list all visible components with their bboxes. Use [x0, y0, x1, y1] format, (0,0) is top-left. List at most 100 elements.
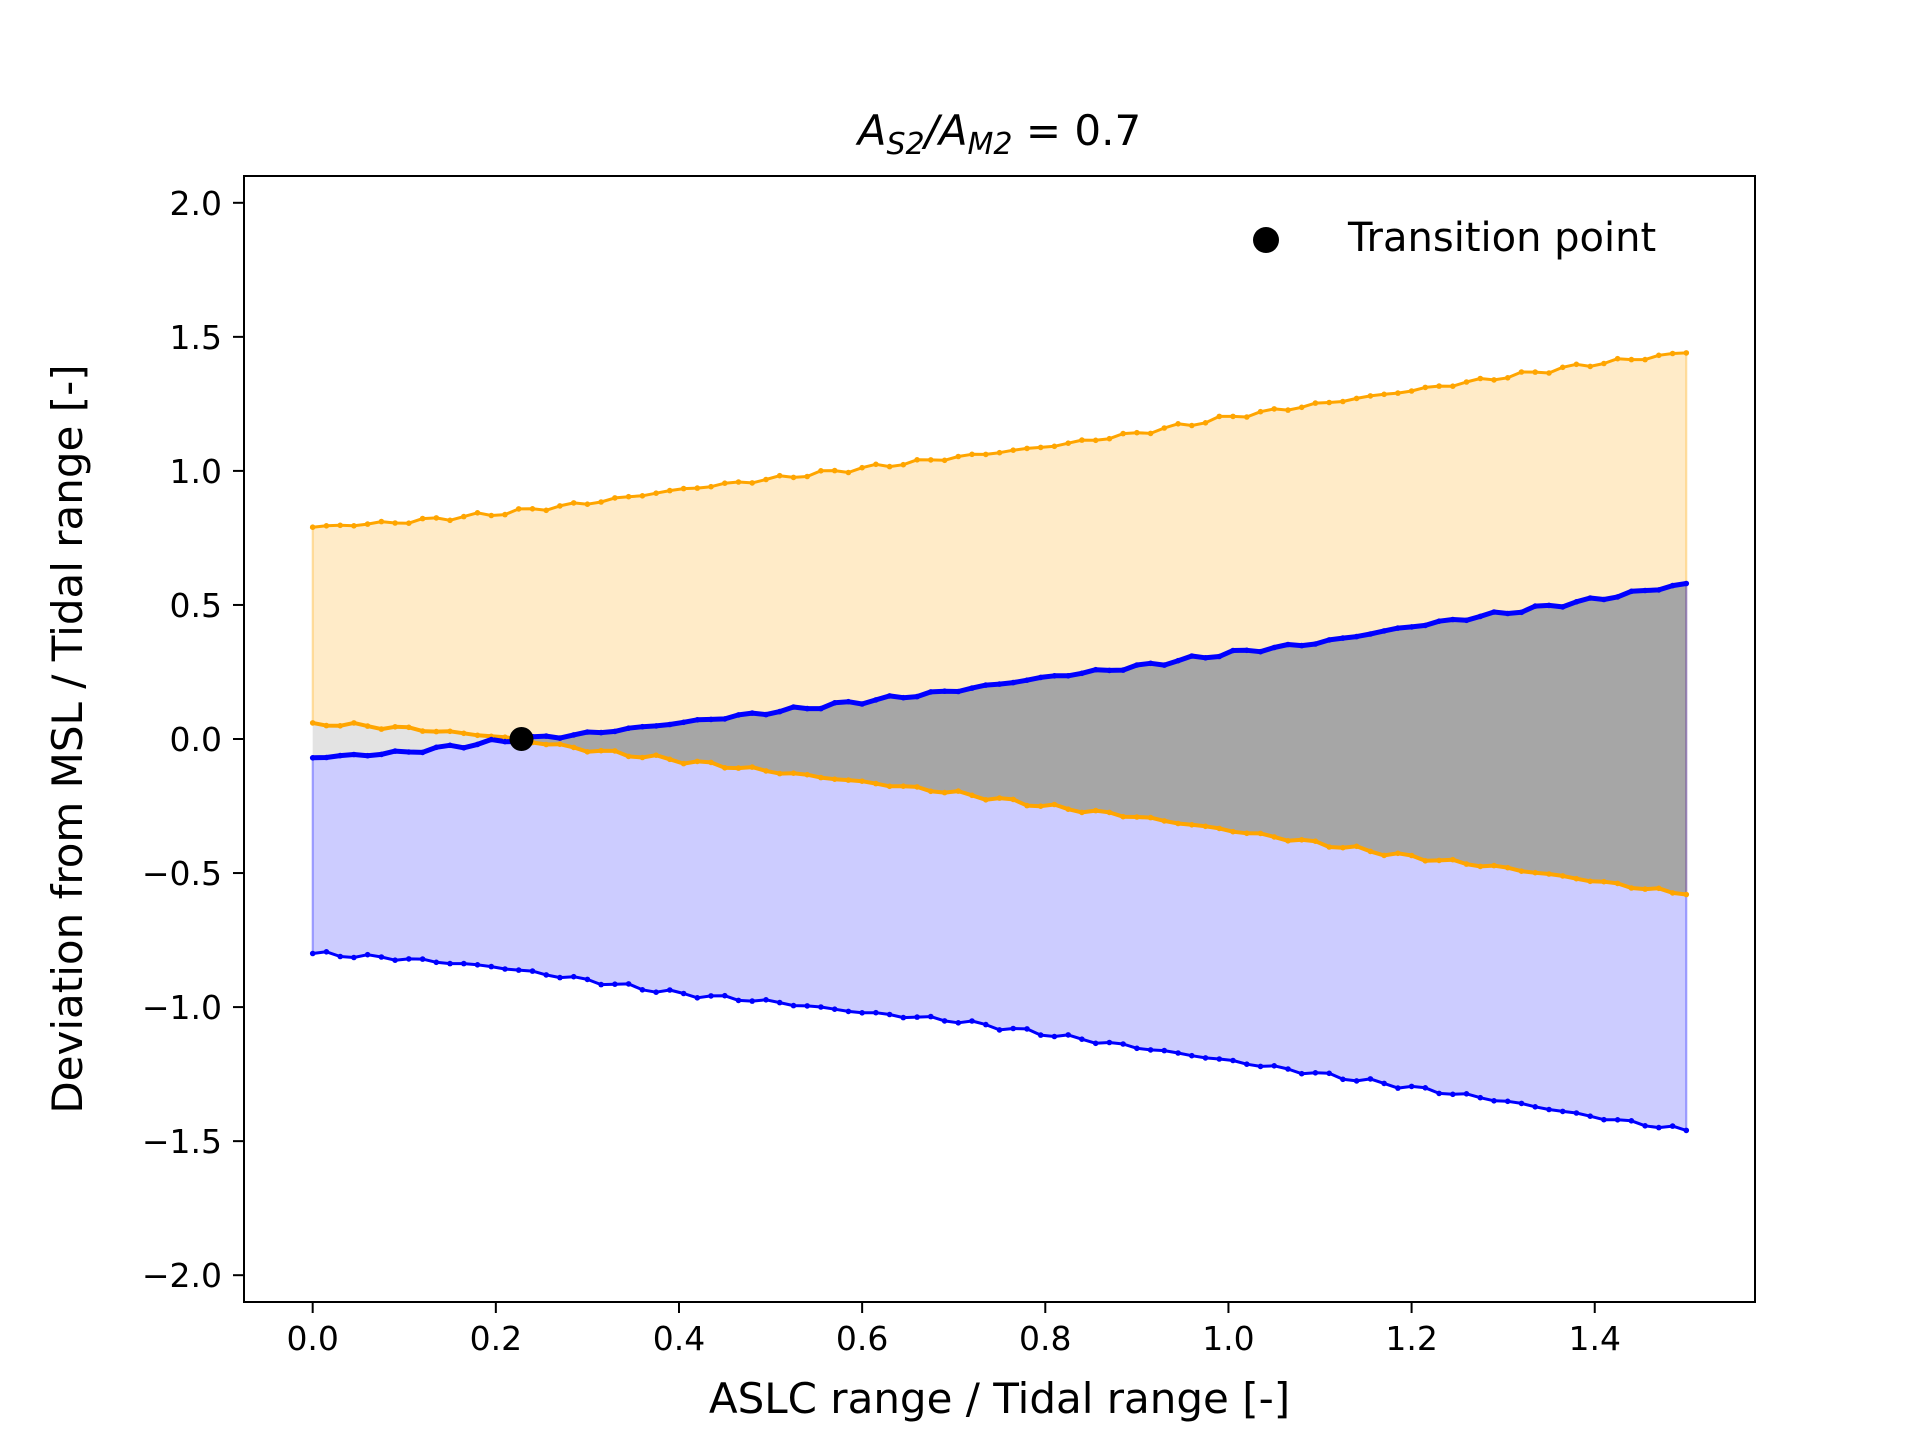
data-point-blue-upper	[461, 745, 467, 751]
data-point-orange-upper	[364, 521, 371, 527]
title-part: S2	[887, 127, 925, 162]
data-point-orange-lower	[749, 764, 755, 770]
data-point-orange-lower	[557, 741, 563, 747]
data-point-blue-lower	[1257, 1063, 1264, 1070]
data-point-orange-upper	[570, 500, 577, 506]
data-point-orange-upper	[1463, 379, 1470, 385]
data-point-orange-lower	[1504, 864, 1511, 871]
overlap-before-transition-fill	[312, 722, 519, 758]
data-point-blue-upper	[1230, 647, 1236, 654]
data-point-blue-lower	[1134, 1045, 1140, 1052]
data-point-orange-lower	[1587, 878, 1593, 885]
data-point-blue-upper	[419, 749, 426, 756]
data-point-orange-upper	[1381, 391, 1387, 398]
data-point-blue-lower	[1079, 1036, 1085, 1042]
data-point-blue-upper	[1381, 628, 1387, 634]
data-point-orange-upper	[1298, 404, 1305, 411]
data-point-blue-upper	[969, 685, 975, 691]
data-point-orange-lower	[584, 749, 591, 755]
data-point-orange-lower	[1601, 878, 1607, 885]
y-tick-label: −1.0	[142, 988, 222, 1027]
data-point-blue-lower	[364, 951, 371, 958]
data-point-blue-lower	[1656, 1124, 1662, 1131]
data-point-orange-lower	[598, 747, 604, 754]
data-point-blue-upper	[1450, 616, 1456, 623]
legend: Transition point	[1253, 215, 1656, 261]
data-point-orange-lower	[1477, 863, 1484, 870]
data-point-blue-upper	[1326, 637, 1332, 643]
data-point-orange-upper	[1546, 370, 1552, 376]
data-point-blue-upper	[749, 710, 755, 716]
fill-bands	[311, 352, 1688, 1131]
y-tick-label: 1.5	[170, 318, 222, 357]
data-point-blue-upper	[1642, 587, 1648, 594]
x-tick-label: 1.4	[1569, 1319, 1621, 1358]
data-point-orange-upper	[461, 513, 467, 520]
data-point-orange-lower	[570, 744, 577, 751]
data-point-orange-lower	[845, 777, 852, 783]
data-point-blue-lower	[639, 987, 646, 993]
data-point-orange-upper	[900, 461, 907, 468]
data-point-orange-upper	[1285, 407, 1291, 413]
data-point-blue-upper	[1024, 677, 1030, 683]
data-point-orange-upper	[1408, 388, 1415, 394]
data-point-orange-upper	[1024, 445, 1030, 452]
data-point-blue-lower	[1161, 1047, 1168, 1054]
data-point-orange-upper	[1656, 352, 1662, 359]
data-point-blue-lower	[543, 972, 549, 978]
data-point-blue-upper	[1573, 599, 1580, 605]
data-point-orange-upper	[831, 467, 838, 474]
data-point-orange-lower	[1559, 873, 1566, 879]
data-point-orange-upper	[1189, 422, 1195, 429]
data-point-blue-upper	[1546, 602, 1552, 609]
x-tick-label: 0.6	[836, 1319, 888, 1358]
data-point-blue-upper	[831, 700, 838, 706]
data-point-blue-lower	[928, 1013, 934, 1020]
data-point-orange-upper	[996, 449, 1003, 456]
data-point-orange-upper	[337, 522, 344, 529]
data-point-orange-lower	[1683, 891, 1690, 898]
data-point-orange-lower	[1271, 834, 1277, 840]
data-point-blue-upper	[1065, 673, 1071, 679]
data-point-orange-lower	[1257, 830, 1264, 837]
data-point-orange-lower	[1395, 850, 1401, 857]
data-point-orange-lower	[1422, 858, 1429, 864]
data-point-orange-lower	[1436, 857, 1442, 864]
data-point-blue-lower	[1601, 1116, 1607, 1123]
data-point-orange-lower	[1024, 802, 1030, 809]
data-point-blue-upper	[392, 748, 398, 754]
data-point-blue-upper	[1092, 666, 1099, 673]
data-point-blue-lower	[1628, 1118, 1635, 1124]
data-point-blue-lower	[1051, 1033, 1058, 1040]
data-point-orange-upper	[1271, 406, 1277, 412]
data-point-blue-lower	[1573, 1110, 1580, 1116]
data-point-blue-lower	[914, 1014, 920, 1020]
data-point-blue-upper	[1285, 641, 1291, 648]
data-point-orange-upper	[543, 507, 549, 514]
data-point-orange-lower	[996, 795, 1003, 801]
data-point-blue-upper	[1395, 625, 1401, 631]
data-point-orange-lower	[873, 780, 879, 787]
data-point-blue-lower	[1546, 1106, 1552, 1113]
data-point-orange-upper	[653, 490, 659, 497]
data-point-blue-upper	[722, 716, 728, 722]
data-point-blue-upper	[941, 688, 948, 694]
data-point-orange-upper	[818, 468, 824, 474]
data-point-blue-lower	[1312, 1070, 1319, 1076]
data-point-blue-upper	[1161, 662, 1168, 668]
data-point-orange-lower	[1656, 885, 1662, 892]
title-part: /	[921, 106, 943, 155]
data-point-orange-upper	[557, 503, 563, 509]
data-point-blue-lower	[845, 1008, 852, 1015]
data-point-orange-lower	[351, 720, 357, 726]
data-point-orange-lower	[1202, 823, 1209, 830]
data-point-orange-upper	[584, 501, 591, 508]
data-point-blue-lower	[653, 989, 659, 995]
data-point-blue-upper	[776, 708, 783, 715]
data-point-blue-lower	[1271, 1063, 1277, 1069]
data-point-orange-upper	[790, 474, 797, 481]
data-point-blue-upper	[447, 742, 453, 749]
data-point-blue-upper	[1422, 622, 1429, 629]
data-point-orange-upper	[1161, 425, 1168, 431]
data-point-blue-lower	[969, 1018, 975, 1024]
